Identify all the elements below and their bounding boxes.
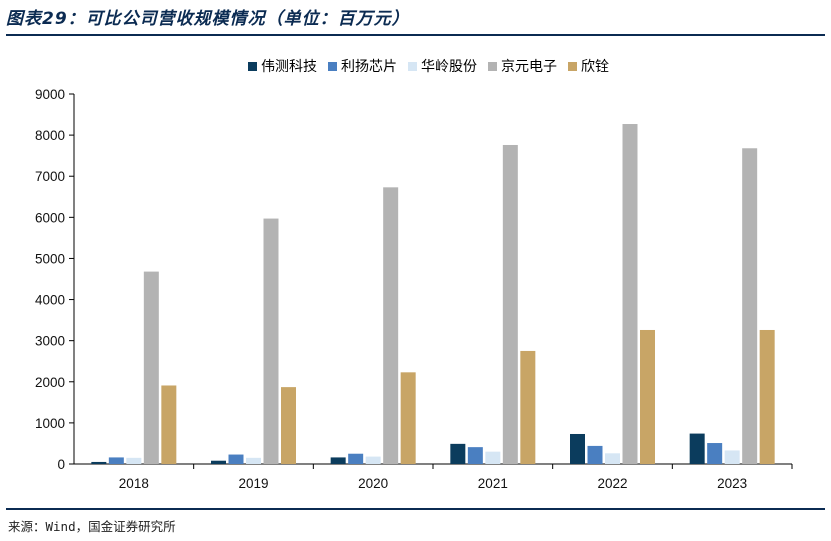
y-tick-label: 3000: [35, 334, 65, 349]
y-tick-label: 6000: [35, 210, 65, 225]
bar: [450, 443, 466, 464]
legend-label: 欣铨: [581, 59, 609, 75]
y-tick-label: 9000: [35, 87, 65, 102]
legend-swatch: [408, 61, 417, 71]
bar: [640, 329, 655, 464]
legend-item: 欣铨: [568, 56, 609, 76]
bar: [365, 456, 381, 464]
figure-title: 图表29：可比公司营收规模情况（单位：百万元）: [6, 9, 410, 29]
bar: [348, 453, 364, 464]
y-tick-label: 0: [57, 457, 65, 472]
y-tick-label: 1000: [35, 416, 65, 431]
bar: [228, 454, 244, 464]
bar: [246, 457, 261, 464]
footer-rule: [6, 508, 825, 510]
bar: [520, 350, 536, 464]
bar: [587, 445, 603, 464]
y-tick-label: 8000: [35, 128, 65, 143]
legend-item: 华岭股份: [408, 56, 477, 76]
x-tick-label: 2020: [358, 476, 388, 491]
bar: [707, 443, 723, 464]
title-rule: [6, 34, 825, 36]
bar: [467, 447, 483, 464]
y-tick-label: 4000: [35, 293, 65, 308]
y-tick-label: 7000: [35, 169, 65, 184]
y-tick-label: 2000: [35, 375, 65, 390]
bar: [689, 433, 705, 464]
legend-label: 京元电子: [501, 59, 557, 75]
bar: [330, 457, 346, 464]
legend-item: 京元电子: [488, 56, 557, 76]
bar: [91, 461, 107, 464]
x-tick-label: 2019: [238, 476, 268, 491]
bar: [383, 187, 399, 465]
bar: [281, 387, 296, 464]
legend-label: 伟测科技: [261, 59, 317, 75]
bar: [126, 457, 142, 464]
chart-legend: 伟测科技 利扬芯片 华岭股份 京元电子 欣铨: [248, 56, 620, 76]
legend-swatch: [328, 61, 337, 71]
bar: [211, 460, 226, 464]
bar: [605, 453, 620, 464]
legend-swatch: [488, 61, 497, 71]
bar: [759, 329, 775, 464]
bar: [108, 457, 124, 464]
x-tick-label: 2023: [717, 476, 747, 491]
y-tick-label: 5000: [35, 251, 65, 266]
bar: [742, 148, 758, 464]
x-tick-label: 2021: [478, 476, 508, 491]
x-tick-label: 2018: [119, 476, 149, 491]
legend-swatch: [248, 61, 257, 71]
source-note: 来源：Wind，国金证券研究所: [8, 519, 176, 534]
x-tick-label: 2022: [597, 476, 627, 491]
bar: [400, 372, 416, 464]
bar: [263, 218, 279, 464]
legend-item: 伟测科技: [248, 56, 317, 76]
bar: [622, 124, 638, 464]
bar: [161, 385, 177, 464]
legend-swatch: [568, 61, 577, 71]
legend-item: 利扬芯片: [328, 56, 397, 76]
bar: [502, 144, 518, 464]
bar: [724, 450, 740, 464]
legend-label: 利扬芯片: [341, 59, 397, 75]
bar: [570, 433, 585, 464]
bar: [485, 451, 501, 464]
legend-label: 华岭股份: [421, 59, 477, 75]
bar: [143, 271, 159, 464]
